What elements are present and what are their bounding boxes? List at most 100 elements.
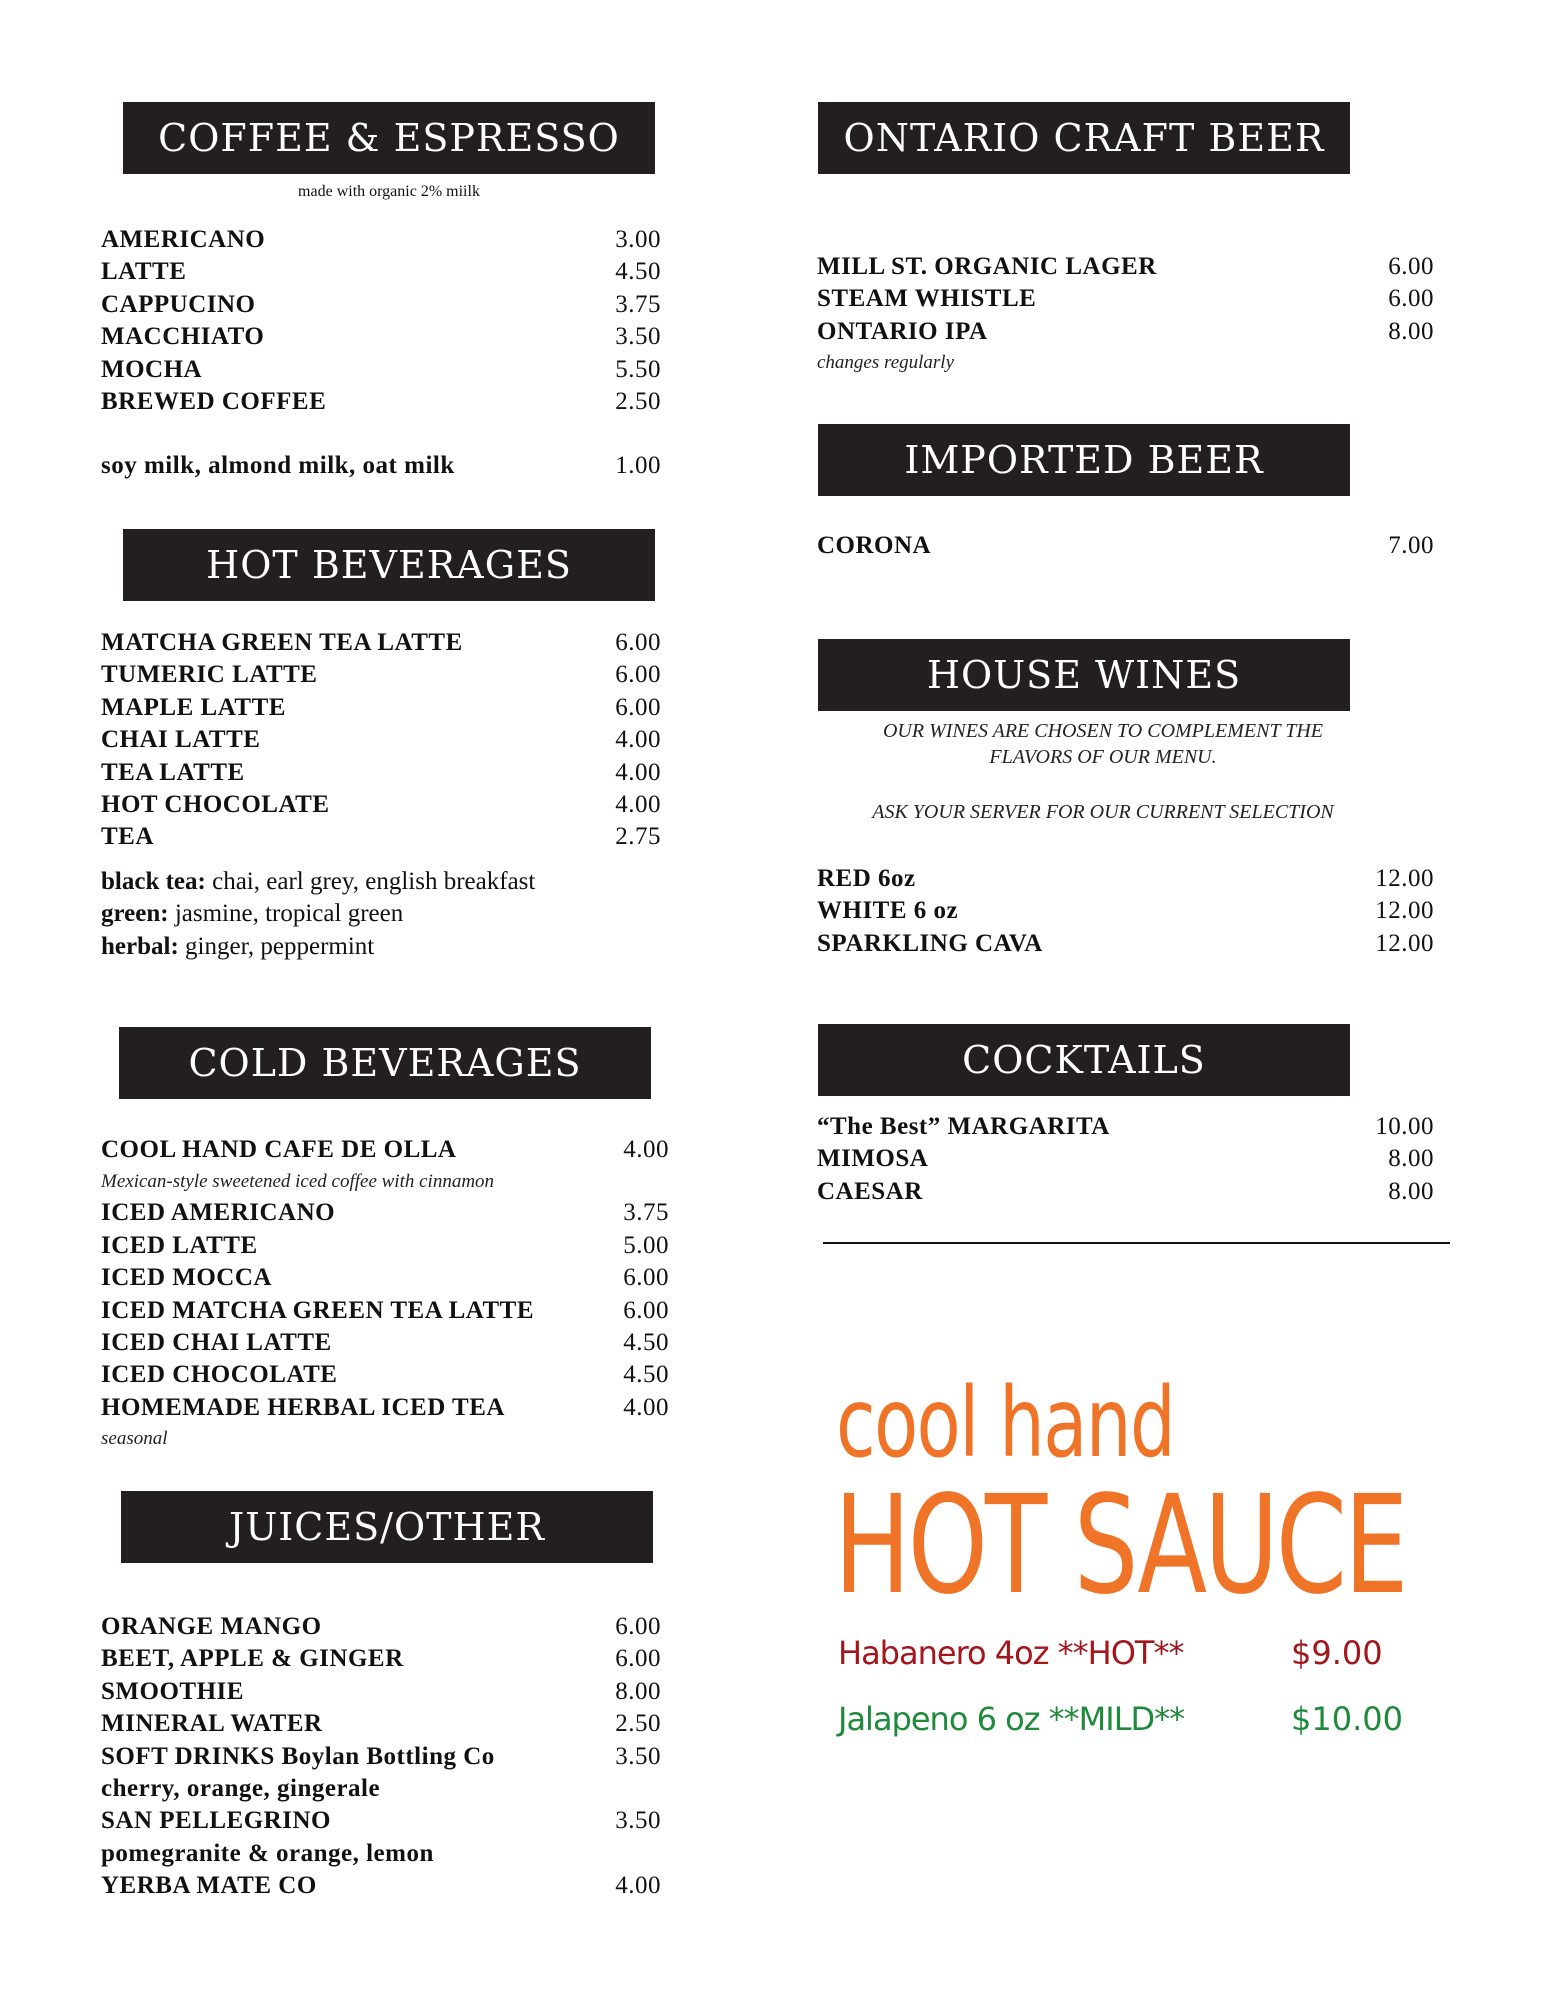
seasonal-note: seasonal bbox=[101, 1428, 168, 1450]
item-name: pomegranite & orange, lemon bbox=[101, 1839, 434, 1867]
hot-beverages-list: MATCHA GREEN TEA LATTE 6.00 TUMERIC LATTE 6… bbox=[101, 627, 661, 854]
item-price: 2.75 bbox=[615, 823, 661, 851]
item-price: 6.00 bbox=[623, 1264, 669, 1292]
menu-item: COOL HAND CAFE DE OLLA 4.00 bbox=[101, 1136, 669, 1163]
item-name: HOMEMADE HERBAL ICED TEA bbox=[101, 1393, 505, 1421]
item-price: 6.00 bbox=[615, 629, 661, 656]
item-name: ONTARIO IPA bbox=[817, 317, 988, 345]
menu-item: CORONA 7.00 bbox=[817, 530, 1434, 562]
menu-item: SPARKLING CAVA 12.00 bbox=[817, 928, 1434, 960]
item-name: MAPLE LATTE bbox=[101, 693, 286, 721]
item-name: ICED MOCCA bbox=[101, 1264, 272, 1292]
menu-item: BREWED COFFEE 2.50 bbox=[101, 386, 661, 418]
coffee-subtitle: made with organic 2% miilk bbox=[298, 183, 480, 200]
imported-beer-header: IMPORTED BEER bbox=[818, 424, 1350, 496]
menu-item: RED 6oz 12.00 bbox=[817, 863, 1434, 895]
item-name: MINERAL WATER bbox=[101, 1710, 323, 1738]
menu-item: HOT CHOCOLATE 4.00 bbox=[101, 789, 661, 821]
hot-sauce-title: HOT SAUCE bbox=[834, 1467, 1408, 1625]
item-name: LATTE bbox=[101, 258, 187, 286]
menu-item: SOFT DRINKS Boylan Bottling Co 3.50 bbox=[101, 1741, 661, 1773]
item-price: 8.00 bbox=[1388, 1145, 1434, 1173]
item-price: 4.00 bbox=[615, 1872, 661, 1900]
milk-alternatives: soy milk, almond milk, oat milk 1.00 bbox=[101, 450, 661, 482]
item-name: CHAI LATTE bbox=[101, 726, 261, 754]
item-price: 2.50 bbox=[615, 387, 661, 415]
menu-item: WHITE 6 oz 12.00 bbox=[817, 895, 1434, 927]
item-name: TEA LATTE bbox=[101, 758, 245, 786]
menu-item: “The Best” MARGARITA 10.00 bbox=[817, 1111, 1434, 1143]
cold-beverages-header: COLD BEVERAGES bbox=[119, 1027, 651, 1099]
item-price: 3.50 bbox=[615, 1742, 661, 1770]
wine-note: OUR WINES ARE CHOSEN TO COMPLEMENT THE F… bbox=[872, 720, 1334, 823]
menu-item: Habanero 4oz **HOT** $9.00 bbox=[838, 1634, 1383, 1672]
item-price: 8.00 bbox=[1388, 1177, 1434, 1205]
item-name: SAN PELLEGRINO bbox=[101, 1807, 331, 1835]
item-price: 6.00 bbox=[615, 661, 661, 689]
item-price: 3.75 bbox=[623, 1199, 669, 1227]
menu-item: BEET, APPLE & GINGER 6.00 bbox=[101, 1643, 661, 1675]
coffee-header: COFFEE & ESPRESSO bbox=[123, 102, 655, 174]
craft-beer-list: MILL ST. ORGANIC LAGER 6.00 STEAM WHISTLE 6… bbox=[817, 251, 1434, 377]
imported-beer-list: CORONA 7.00 bbox=[817, 530, 1434, 562]
item-name: CAESAR bbox=[817, 1177, 923, 1205]
item-price: 6.00 bbox=[615, 1645, 661, 1673]
item-price: 5.50 bbox=[615, 355, 661, 383]
menu-item: HOMEMADE HERBAL ICED TEA 4.00 bbox=[101, 1392, 669, 1424]
menu-item: TEA LATTE 4.00 bbox=[101, 757, 661, 789]
menu-item: MIMOSA 8.00 bbox=[817, 1143, 1434, 1175]
menu-item: SAN PELLEGRINO 3.50 bbox=[101, 1805, 661, 1837]
item-name: ICED CHOCOLATE bbox=[101, 1361, 338, 1389]
hot-beverages-header: HOT BEVERAGES bbox=[123, 529, 655, 601]
menu-item: cherry, orange, gingerale bbox=[101, 1773, 661, 1805]
item-name: HOT CHOCOLATE bbox=[101, 790, 330, 818]
divider bbox=[823, 1242, 1450, 1244]
item-name: STEAM WHISTLE bbox=[817, 285, 1037, 313]
item-price: 4.00 bbox=[623, 1393, 669, 1421]
tea-varieties: black tea: chai, earl grey, english brea… bbox=[101, 866, 661, 963]
hot-sauce-brand: cool hand bbox=[836, 1367, 1176, 1479]
item-name: WHITE 6 oz bbox=[817, 897, 959, 925]
item-name: BREWED COFFEE bbox=[101, 387, 327, 415]
tea-line: green: jasmine, tropical green bbox=[101, 900, 404, 928]
item-price: 4.50 bbox=[623, 1328, 669, 1356]
item-price: 1.00 bbox=[615, 452, 661, 479]
item-price: 7.00 bbox=[1388, 532, 1434, 559]
menu-item: LATTE 4.50 bbox=[101, 256, 661, 288]
cocktails-header: COCKTAILS bbox=[818, 1024, 1350, 1096]
menu-item: ICED AMERICANO 3.75 bbox=[101, 1197, 669, 1229]
item-name: MATCHA GREEN TEA LATTE bbox=[101, 629, 463, 656]
menu-item: STEAM WHISTLE 6.00 bbox=[817, 283, 1434, 315]
cold-beverages-list: COOL HAND CAFE DE OLLA 4.00 Mexican-style… bbox=[101, 1134, 669, 1453]
item-name: ICED CHAI LATTE bbox=[101, 1328, 332, 1356]
tea-line: herbal: ginger, peppermint bbox=[101, 932, 375, 960]
item-price: 12.00 bbox=[1375, 865, 1434, 892]
menu-item: ONTARIO IPA 8.00 bbox=[817, 316, 1434, 348]
wine-list: RED 6oz 12.00 WHITE 6 oz 12.00 SPARKLING CAV… bbox=[817, 863, 1434, 960]
hot-sauce-list: Habanero 4oz **HOT** $9.00 Jalapeno 6 oz … bbox=[838, 1634, 1403, 1766]
item-price: 12.00 bbox=[1375, 929, 1434, 957]
item-price: 3.50 bbox=[615, 1807, 661, 1835]
item-price: 3.50 bbox=[615, 323, 661, 351]
item-name: YERBA MATE CO bbox=[101, 1872, 317, 1900]
item-price: 4.00 bbox=[615, 726, 661, 754]
item-name: CORONA bbox=[817, 532, 932, 559]
item-name: MIMOSA bbox=[817, 1145, 929, 1173]
menu-item: MAPLE LATTE 6.00 bbox=[101, 692, 661, 724]
item-price: 6.00 bbox=[615, 693, 661, 721]
item-name: CAPPUCINO bbox=[101, 290, 256, 318]
tea-line: black tea: chai, earl grey, english brea… bbox=[101, 868, 536, 895]
menu-item: ICED MATCHA GREEN TEA LATTE 6.00 bbox=[101, 1295, 669, 1327]
menu-item: ICED CHOCOLATE 4.50 bbox=[101, 1359, 669, 1391]
menu-item: Jalapeno 6 oz **MILD** $10.00 bbox=[838, 1700, 1403, 1738]
item-name: ICED LATTE bbox=[101, 1231, 258, 1259]
item-price: 4.50 bbox=[615, 258, 661, 286]
menu-item: ICED CHAI LATTE 4.50 bbox=[101, 1327, 669, 1359]
item-name: ORANGE MANGO bbox=[101, 1613, 322, 1640]
item-name: TUMERIC LATTE bbox=[101, 661, 318, 689]
menu-item: YERBA MATE CO 4.00 bbox=[101, 1870, 661, 1902]
item-price: 5.00 bbox=[623, 1231, 669, 1259]
item-name: soy milk, almond milk, oat milk bbox=[101, 452, 455, 479]
item-price: 12.00 bbox=[1375, 897, 1434, 925]
item-name: SOFT DRINKS Boylan Bottling Co bbox=[101, 1742, 495, 1770]
